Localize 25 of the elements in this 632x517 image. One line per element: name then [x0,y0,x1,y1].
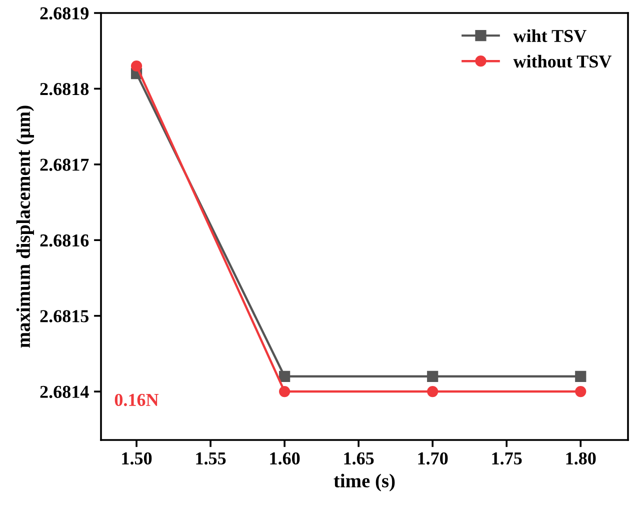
x-tick-label: 1.55 [196,452,226,465]
y-tick-label: 2.6815 [40,310,89,322]
y-tick-label: 2.6818 [40,82,89,96]
legend-label: without TSV [513,54,612,68]
x-tick-label: 1.50 [122,452,152,465]
annotation: 0.16N [114,394,159,406]
x-tick-label: 1.70 [418,452,448,465]
point [575,386,586,398]
point [279,386,290,398]
point [279,370,290,382]
y-tick-label: 2.6816 [40,234,89,247]
x-tick-label: 1.65 [344,452,374,465]
point [130,60,142,72]
point [427,370,438,382]
x-tick-label: 1.75 [492,452,522,465]
x-tick-label: 1.60 [270,452,300,465]
y-axis-title: maximum displacement (μm) [16,106,34,348]
point [575,370,586,382]
x-axis-title: time (s) [334,474,395,492]
y-tick-label: 2.6819 [40,7,89,20]
y-tick-label: 2.6814 [40,386,89,398]
legend-label: wiht TSV [513,29,586,42]
x-tick-label: 1.80 [566,452,596,465]
point [427,386,438,398]
y-tick-label: 2.6817 [40,158,89,171]
